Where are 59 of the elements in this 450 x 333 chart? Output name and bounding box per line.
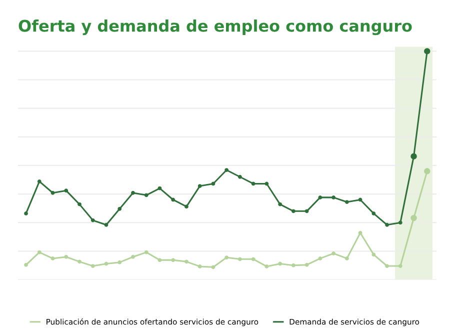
chart-title: Oferta y demanda de empleo como canguro — [18, 20, 412, 36]
point — [358, 230, 362, 235]
point — [238, 174, 242, 179]
point — [198, 184, 202, 188]
point — [211, 182, 216, 186]
point — [304, 209, 309, 214]
point — [291, 209, 296, 214]
point — [251, 182, 256, 186]
point — [78, 260, 82, 264]
point — [131, 254, 135, 259]
point — [144, 250, 148, 254]
point — [264, 264, 269, 268]
point — [198, 264, 202, 268]
point — [37, 250, 42, 254]
point — [64, 188, 68, 193]
point — [24, 262, 28, 267]
point — [238, 257, 242, 262]
point — [344, 200, 349, 204]
point — [211, 265, 216, 270]
point — [224, 256, 229, 260]
point — [224, 168, 229, 172]
point — [78, 202, 82, 206]
point — [304, 262, 309, 267]
point — [104, 262, 108, 266]
point — [278, 202, 282, 206]
point — [90, 264, 95, 268]
point — [398, 264, 402, 268]
point — [398, 220, 402, 225]
point — [158, 258, 162, 262]
point — [50, 256, 55, 260]
point — [332, 196, 336, 200]
point — [24, 212, 28, 216]
point — [251, 257, 256, 262]
point — [171, 258, 176, 262]
point — [118, 206, 122, 211]
point — [318, 256, 322, 260]
point — [385, 222, 389, 227]
point — [385, 264, 389, 268]
point — [104, 222, 108, 227]
point — [118, 260, 122, 264]
point — [264, 182, 269, 186]
point — [372, 212, 376, 216]
point — [332, 251, 336, 256]
point — [64, 254, 68, 259]
point — [50, 190, 55, 195]
point — [318, 196, 322, 200]
point — [171, 198, 176, 202]
point — [131, 190, 135, 195]
point — [344, 256, 349, 260]
point — [158, 186, 162, 190]
point — [291, 263, 296, 268]
point — [144, 193, 148, 198]
point — [184, 260, 188, 264]
point — [90, 218, 95, 222]
point — [358, 198, 362, 202]
point — [184, 204, 188, 209]
point — [37, 180, 42, 184]
point — [278, 262, 282, 266]
point — [372, 252, 376, 257]
